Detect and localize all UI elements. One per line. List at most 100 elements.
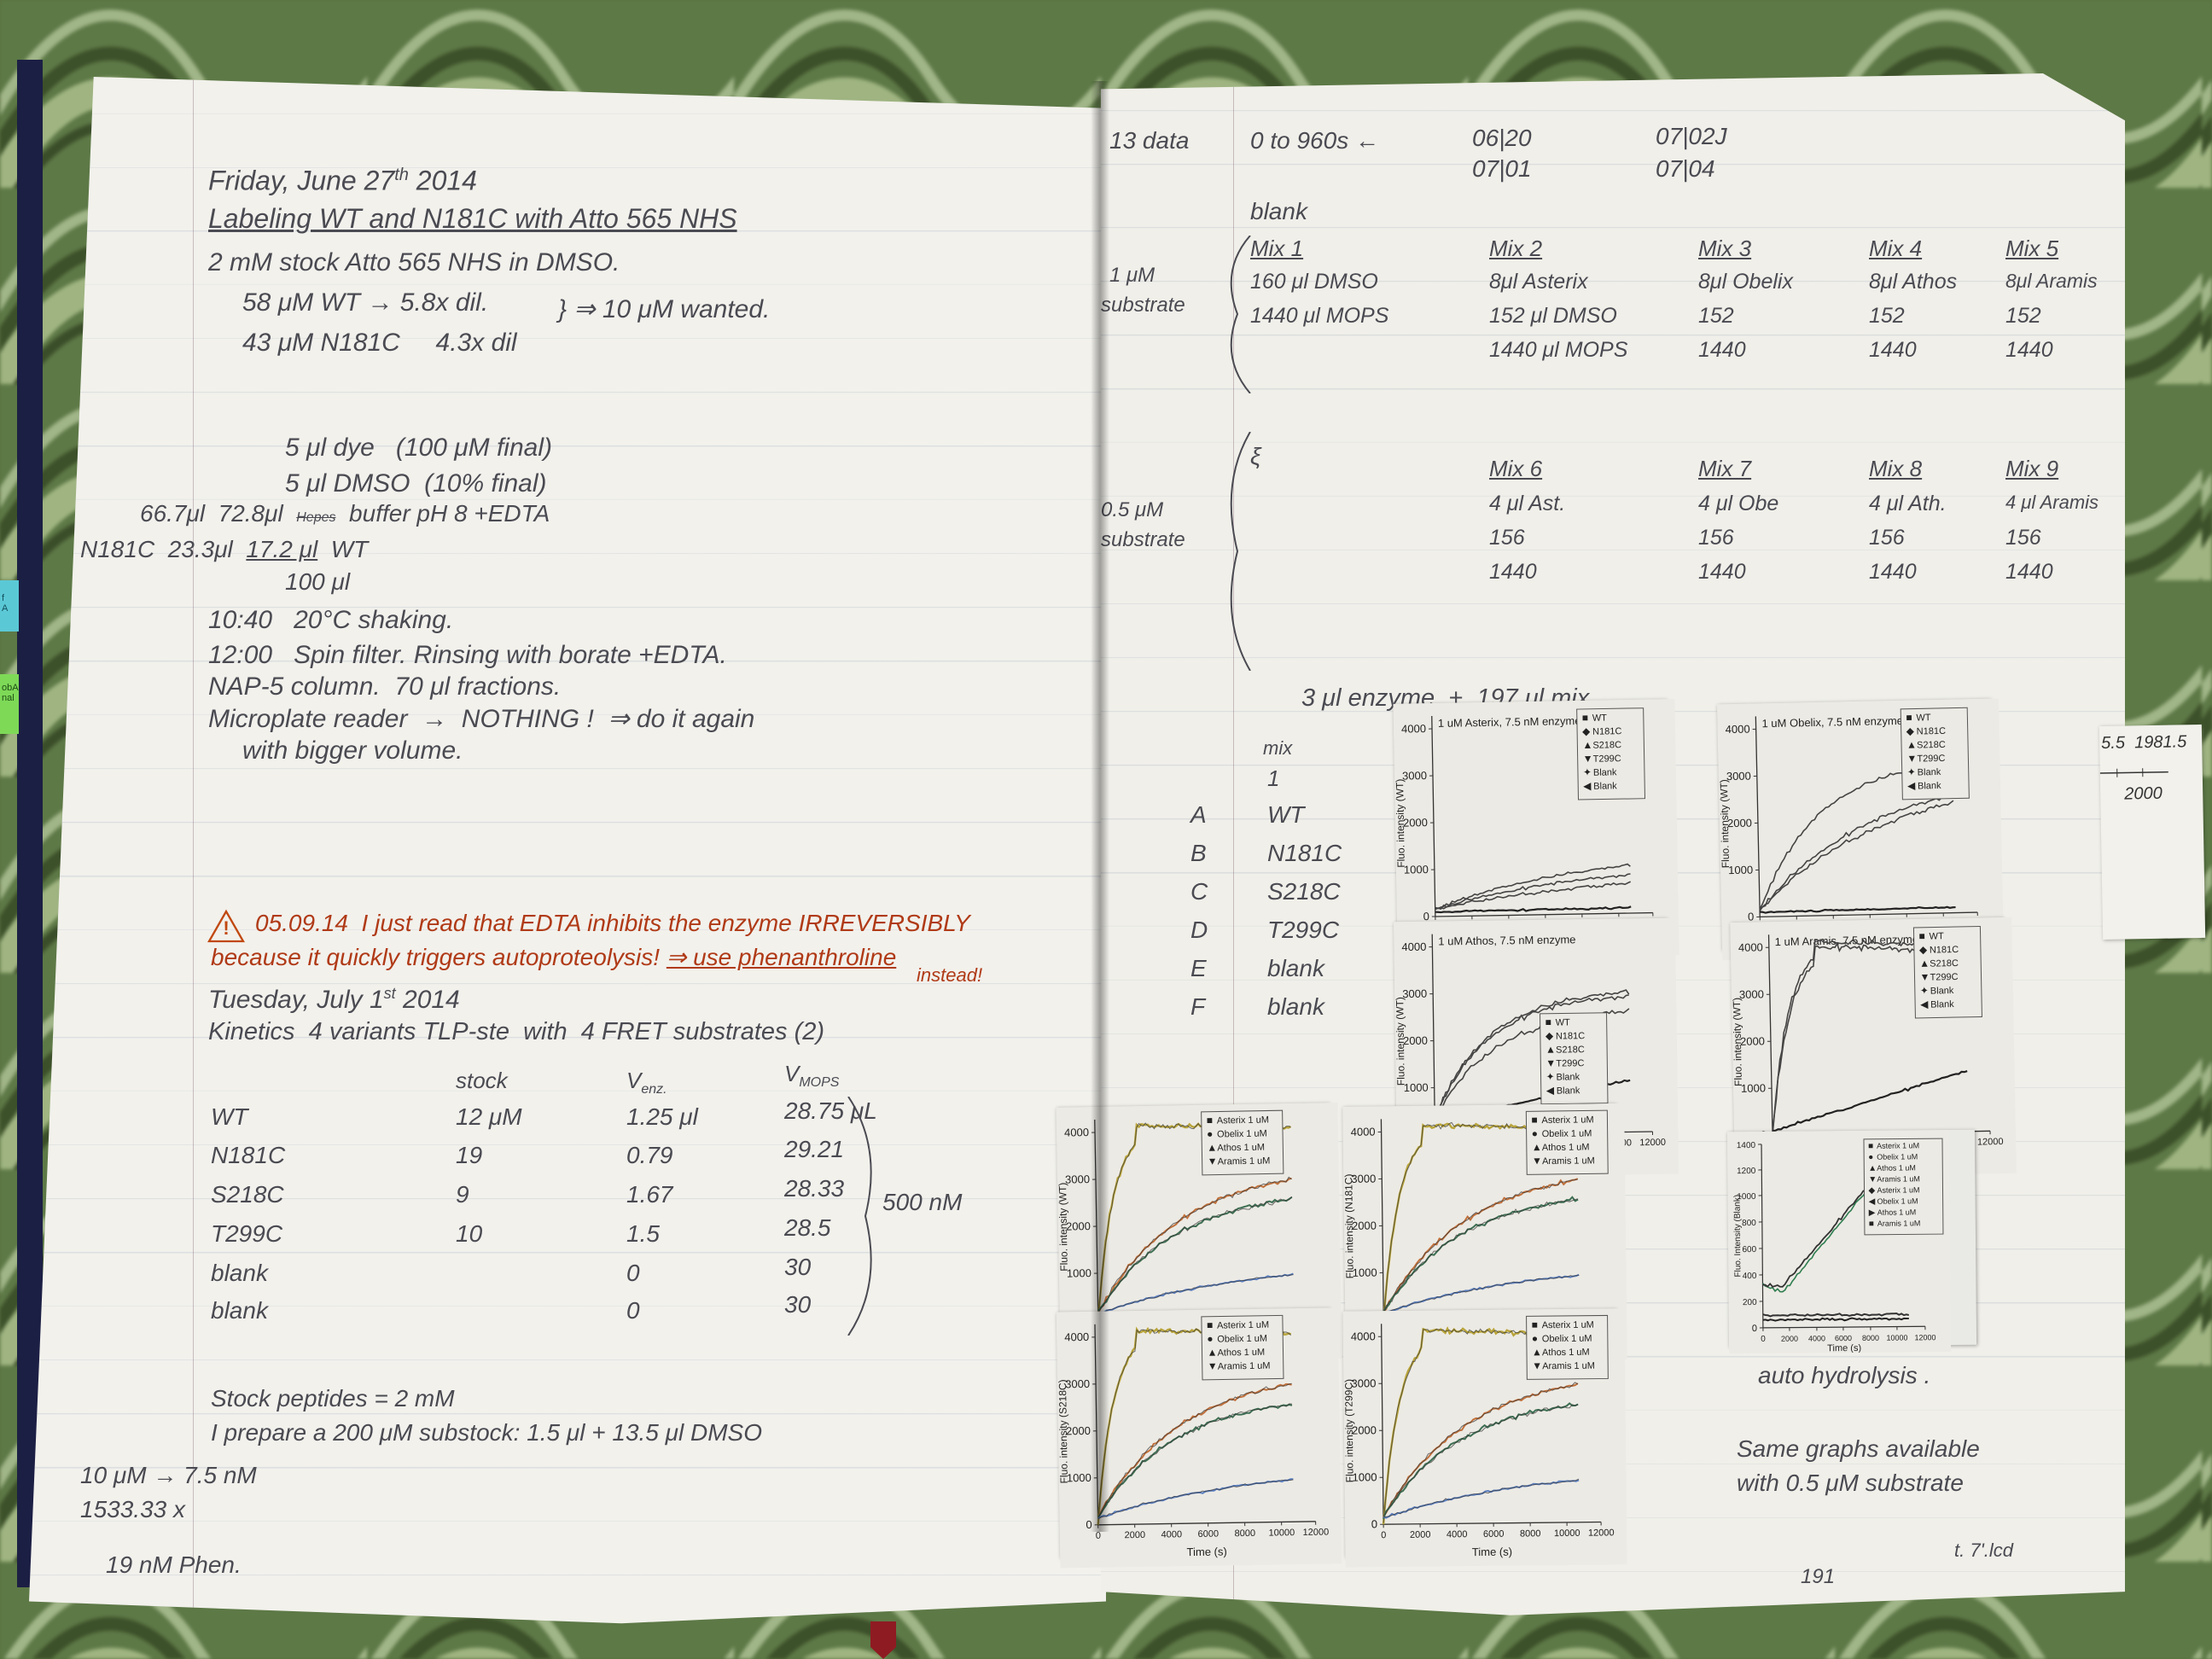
svg-text:Aramis 1 uM: Aramis 1 uM bbox=[1542, 1155, 1595, 1167]
svg-text:▲: ▲ bbox=[1545, 1044, 1556, 1056]
svg-text:N181C: N181C bbox=[1930, 945, 1959, 956]
svg-text:Athos 1 uM: Athos 1 uM bbox=[1877, 1208, 1917, 1216]
svg-text:2000: 2000 bbox=[1403, 816, 1428, 830]
svg-text:3000: 3000 bbox=[1065, 1377, 1090, 1390]
svg-text:N181C: N181C bbox=[1556, 1031, 1585, 1041]
svg-text:800: 800 bbox=[1742, 1219, 1756, 1228]
svg-text:Aramis 1 uM: Aramis 1 uM bbox=[1877, 1219, 1921, 1227]
svg-text:4000: 4000 bbox=[1447, 1529, 1468, 1540]
svg-text:WT: WT bbox=[1930, 931, 1945, 941]
svg-text:Asterix 1 uM: Asterix 1 uM bbox=[1877, 1185, 1919, 1194]
svg-text:T299C: T299C bbox=[1556, 1058, 1584, 1068]
svg-text:2000: 2000 bbox=[1781, 1335, 1798, 1343]
svg-text:3000: 3000 bbox=[1065, 1173, 1090, 1186]
svg-text:0: 0 bbox=[1381, 1530, 1386, 1540]
svg-text:10000: 10000 bbox=[1554, 1528, 1580, 1539]
svg-text:1 uM Athos, 7.5 nM enzyme: 1 uM Athos, 7.5 nM enzyme bbox=[1438, 933, 1575, 947]
svg-text:Asterix 1 uM: Asterix 1 uM bbox=[1877, 1141, 1919, 1150]
svg-text:S218C: S218C bbox=[1917, 740, 1946, 751]
svg-text:■: ■ bbox=[1582, 712, 1588, 724]
svg-text:Fluo. intensity (WT): Fluo. intensity (WT) bbox=[1731, 998, 1744, 1086]
svg-text:Fluo. intensity (S218C): Fluo. intensity (S218C) bbox=[1057, 1379, 1070, 1483]
svg-text:S218C: S218C bbox=[1930, 958, 1959, 969]
svg-text:WT: WT bbox=[1916, 713, 1931, 723]
svg-text:4000: 4000 bbox=[1401, 940, 1426, 953]
svg-text:2000: 2000 bbox=[1410, 1530, 1431, 1540]
svg-text:2000: 2000 bbox=[1352, 1219, 1377, 1231]
svg-text:Blank: Blank bbox=[1593, 781, 1617, 791]
svg-text:Aramis 1 uM: Aramis 1 uM bbox=[1218, 1361, 1271, 1372]
svg-text:◀: ◀ bbox=[1907, 780, 1916, 792]
svg-text:■: ■ bbox=[1531, 1114, 1537, 1126]
svg-text:✦: ✦ bbox=[1583, 766, 1592, 778]
svg-text:▼: ▼ bbox=[1208, 1155, 1218, 1167]
svg-text:12000: 12000 bbox=[1639, 1138, 1666, 1148]
svg-text:◆: ◆ bbox=[1868, 1186, 1875, 1196]
svg-text:Aramis 1 uM: Aramis 1 uM bbox=[1877, 1174, 1920, 1183]
svg-text:▲: ▲ bbox=[1868, 1164, 1877, 1173]
svg-text:2000: 2000 bbox=[1352, 1423, 1377, 1436]
svg-text:▼: ▼ bbox=[1208, 1360, 1218, 1372]
svg-text:Obelix 1 uM: Obelix 1 uM bbox=[1542, 1334, 1592, 1345]
svg-text:Blank: Blank bbox=[1930, 999, 1954, 1010]
svg-text:■: ■ bbox=[1869, 1220, 1874, 1229]
svg-text:Asterix 1 uM: Asterix 1 uM bbox=[1542, 1320, 1594, 1331]
svg-text:Obelix 1 uM: Obelix 1 uM bbox=[1542, 1128, 1592, 1139]
svg-text:4000: 4000 bbox=[1161, 1529, 1183, 1540]
svg-text:Obelix 1 uM: Obelix 1 uM bbox=[1217, 1334, 1267, 1345]
svg-text:■: ■ bbox=[1906, 712, 1912, 724]
svg-text:Fluo. intensity (N181C): Fluo. intensity (N181C) bbox=[1342, 1173, 1355, 1278]
svg-text:3000: 3000 bbox=[1739, 987, 1764, 1001]
svg-text:WT: WT bbox=[1556, 1017, 1571, 1027]
svg-text:1000: 1000 bbox=[1353, 1266, 1377, 1278]
svg-text:■: ■ bbox=[1532, 1318, 1538, 1330]
svg-text:2000: 2000 bbox=[1066, 1424, 1091, 1437]
svg-text:6000: 6000 bbox=[1198, 1529, 1220, 1540]
svg-text:■: ■ bbox=[1918, 930, 1925, 942]
svg-text:2000: 2000 bbox=[1727, 817, 1752, 830]
svg-text:Obelix 1 uM: Obelix 1 uM bbox=[1217, 1129, 1267, 1140]
svg-text:Aramis 1 uM: Aramis 1 uM bbox=[1542, 1361, 1595, 1372]
svg-text:1000: 1000 bbox=[1353, 1470, 1377, 1483]
svg-text:3000: 3000 bbox=[1402, 769, 1427, 783]
svg-text:▲: ▲ bbox=[1207, 1142, 1217, 1154]
svg-text:▼: ▼ bbox=[1545, 1057, 1556, 1069]
svg-text:0: 0 bbox=[1752, 1324, 1757, 1334]
svg-text:▼: ▼ bbox=[1532, 1359, 1542, 1371]
svg-text:12000: 12000 bbox=[1588, 1528, 1615, 1538]
svg-text:◀: ◀ bbox=[1920, 998, 1929, 1010]
svg-text:N181C: N181C bbox=[1917, 726, 1947, 737]
svg-text:3000: 3000 bbox=[1402, 987, 1427, 1000]
svg-text:Asterix 1 uM: Asterix 1 uM bbox=[1541, 1115, 1593, 1126]
svg-text:Fluo. intensity (WT): Fluo. intensity (WT) bbox=[1057, 1183, 1070, 1272]
svg-text:Obelix 1 uM: Obelix 1 uM bbox=[1877, 1196, 1918, 1205]
svg-text:0: 0 bbox=[1096, 1531, 1101, 1541]
svg-text:✦: ✦ bbox=[1920, 985, 1929, 997]
svg-text:12000: 12000 bbox=[1914, 1333, 1936, 1342]
svg-text:●: ● bbox=[1532, 1127, 1538, 1139]
svg-text:▲: ▲ bbox=[1906, 738, 1917, 750]
svg-text:4000: 4000 bbox=[1808, 1334, 1825, 1342]
svg-text:2000: 2000 bbox=[1403, 1034, 1428, 1047]
svg-text:Blank: Blank bbox=[1593, 767, 1617, 777]
svg-text:10000: 10000 bbox=[1886, 1333, 1907, 1342]
svg-text:T299C: T299C bbox=[1917, 754, 1945, 765]
svg-text:●: ● bbox=[1868, 1153, 1873, 1162]
svg-text:Obelix 1 uM: Obelix 1 uM bbox=[1877, 1152, 1918, 1161]
svg-text:Aramis 1 uM: Aramis 1 uM bbox=[1218, 1155, 1271, 1167]
svg-text:1000: 1000 bbox=[1404, 863, 1429, 876]
svg-text:!: ! bbox=[223, 917, 229, 939]
svg-text:Athos 1 uM: Athos 1 uM bbox=[1542, 1142, 1590, 1153]
svg-text:6000: 6000 bbox=[1483, 1529, 1505, 1540]
svg-text:■: ■ bbox=[1545, 1016, 1551, 1028]
svg-text:200: 200 bbox=[1743, 1298, 1757, 1307]
svg-text:3000: 3000 bbox=[1351, 1172, 1376, 1185]
svg-text:1400: 1400 bbox=[1737, 1141, 1756, 1150]
svg-text:▼: ▼ bbox=[1868, 1175, 1877, 1185]
svg-text:Blank: Blank bbox=[1918, 781, 1941, 792]
svg-text:N181C: N181C bbox=[1592, 726, 1622, 737]
svg-text:0: 0 bbox=[1371, 1517, 1377, 1530]
svg-text:●: ● bbox=[1207, 1333, 1213, 1345]
svg-text:Time (s): Time (s) bbox=[1827, 1343, 1861, 1353]
svg-text:12000: 12000 bbox=[1977, 1137, 2004, 1148]
